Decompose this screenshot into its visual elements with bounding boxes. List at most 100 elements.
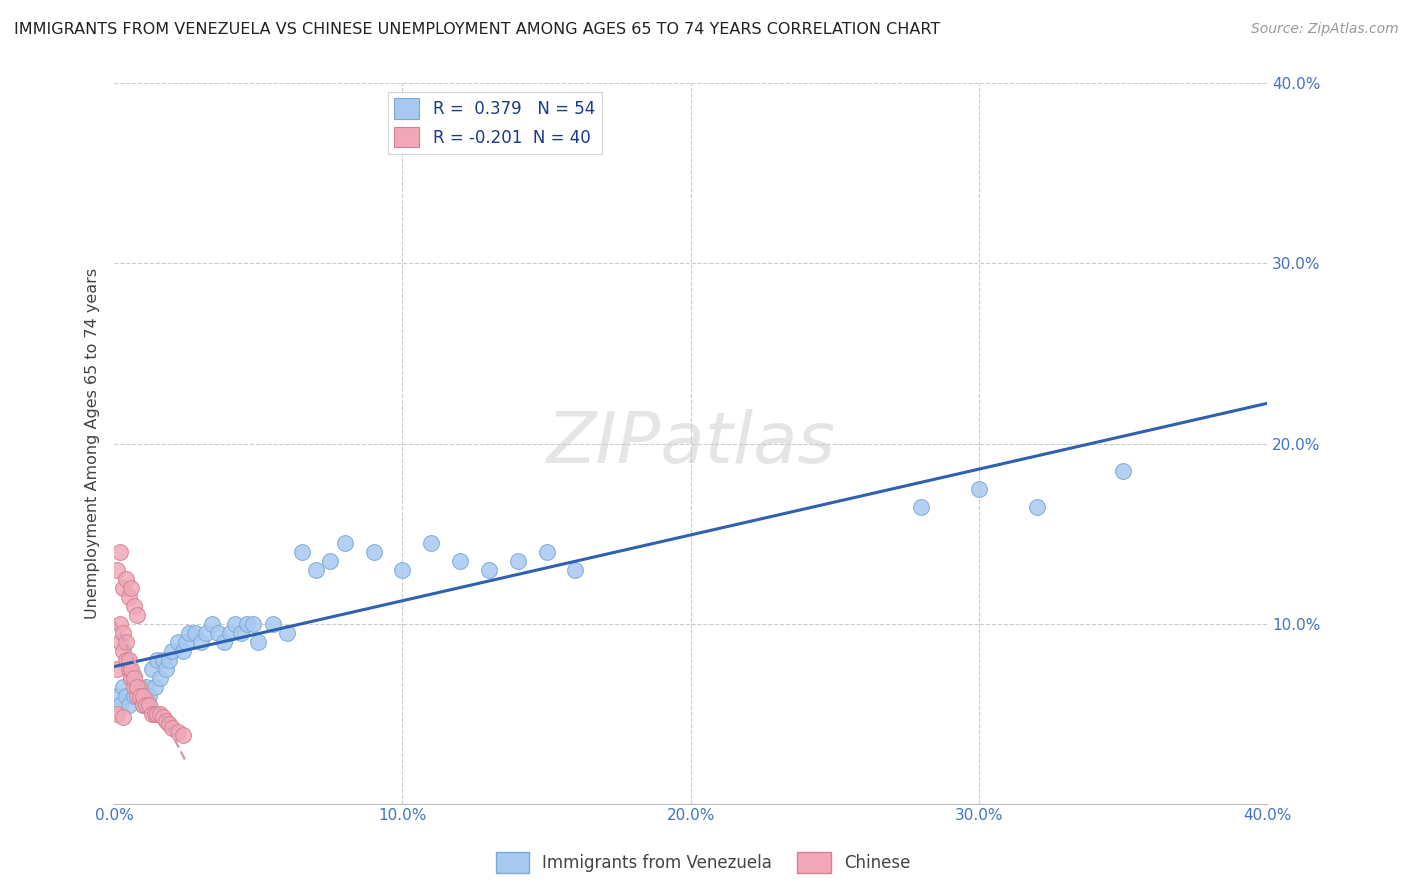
Point bbox=[143, 706, 166, 721]
Point bbox=[114, 689, 136, 703]
Point bbox=[212, 634, 235, 648]
Point bbox=[135, 680, 157, 694]
Point bbox=[111, 643, 134, 657]
Legend: R =  0.379   N = 54, R = -0.201  N = 40: R = 0.379 N = 54, R = -0.201 N = 40 bbox=[388, 92, 602, 154]
Point bbox=[127, 607, 149, 622]
Point bbox=[1112, 464, 1135, 478]
Text: ZIPatlas: ZIPatlas bbox=[547, 409, 835, 478]
Point bbox=[506, 553, 529, 567]
Point bbox=[172, 728, 194, 742]
Point bbox=[910, 500, 932, 514]
Point bbox=[195, 625, 218, 640]
Point bbox=[333, 535, 356, 549]
Point bbox=[536, 544, 558, 558]
Point bbox=[146, 706, 169, 721]
Point bbox=[117, 662, 139, 676]
Point bbox=[105, 706, 128, 721]
Point bbox=[478, 563, 501, 577]
Point bbox=[160, 643, 183, 657]
Point bbox=[262, 616, 284, 631]
Point bbox=[149, 706, 172, 721]
Point bbox=[132, 689, 155, 703]
Point bbox=[108, 616, 131, 631]
Point bbox=[105, 662, 128, 676]
Point bbox=[124, 680, 146, 694]
Point bbox=[121, 662, 143, 676]
Point bbox=[117, 652, 139, 666]
Y-axis label: Unemployment Among Ages 65 to 74 years: Unemployment Among Ages 65 to 74 years bbox=[86, 268, 100, 619]
Text: Source: ZipAtlas.com: Source: ZipAtlas.com bbox=[1251, 22, 1399, 37]
Point bbox=[190, 634, 212, 648]
Legend: Immigrants from Venezuela, Chinese: Immigrants from Venezuela, Chinese bbox=[489, 846, 917, 880]
Point bbox=[290, 544, 312, 558]
Point bbox=[146, 652, 169, 666]
Point bbox=[111, 625, 134, 640]
Point bbox=[105, 689, 128, 703]
Point bbox=[247, 634, 270, 648]
Point bbox=[121, 581, 143, 595]
Point bbox=[129, 689, 152, 703]
Point bbox=[138, 689, 160, 703]
Point bbox=[276, 625, 298, 640]
Point bbox=[179, 625, 201, 640]
Point bbox=[127, 680, 149, 694]
Point bbox=[319, 553, 342, 567]
Point bbox=[143, 680, 166, 694]
Point bbox=[363, 544, 385, 558]
Point bbox=[391, 563, 413, 577]
Point bbox=[141, 662, 163, 676]
Point bbox=[111, 581, 134, 595]
Point bbox=[201, 616, 224, 631]
Point bbox=[132, 698, 155, 712]
Point bbox=[229, 625, 252, 640]
Point bbox=[155, 714, 177, 728]
Point bbox=[160, 721, 183, 735]
Point bbox=[207, 625, 229, 640]
Point bbox=[105, 563, 128, 577]
Point bbox=[127, 680, 149, 694]
Point bbox=[152, 652, 174, 666]
Point bbox=[114, 634, 136, 648]
Point bbox=[108, 544, 131, 558]
Point bbox=[114, 572, 136, 586]
Point bbox=[108, 634, 131, 648]
Point bbox=[152, 710, 174, 724]
Point bbox=[121, 671, 143, 685]
Point bbox=[1025, 500, 1047, 514]
Point bbox=[108, 698, 131, 712]
Point bbox=[132, 698, 155, 712]
Text: IMMIGRANTS FROM VENEZUELA VS CHINESE UNEMPLOYMENT AMONG AGES 65 TO 74 YEARS CORR: IMMIGRANTS FROM VENEZUELA VS CHINESE UNE… bbox=[14, 22, 941, 37]
Point bbox=[138, 698, 160, 712]
Point bbox=[305, 563, 328, 577]
Point bbox=[127, 689, 149, 703]
Point bbox=[218, 625, 240, 640]
Point bbox=[172, 643, 194, 657]
Point bbox=[420, 535, 443, 549]
Point bbox=[242, 616, 264, 631]
Point bbox=[224, 616, 246, 631]
Point bbox=[114, 652, 136, 666]
Point bbox=[149, 671, 172, 685]
Point bbox=[157, 652, 180, 666]
Point bbox=[166, 724, 188, 739]
Point bbox=[117, 590, 139, 604]
Point bbox=[174, 634, 197, 648]
Point bbox=[967, 482, 990, 496]
Point bbox=[124, 599, 146, 613]
Point bbox=[111, 680, 134, 694]
Point bbox=[236, 616, 259, 631]
Point bbox=[564, 563, 586, 577]
Point bbox=[141, 706, 163, 721]
Point bbox=[157, 717, 180, 731]
Point bbox=[124, 671, 146, 685]
Point bbox=[129, 689, 152, 703]
Point bbox=[121, 671, 143, 685]
Point bbox=[449, 553, 471, 567]
Point bbox=[111, 710, 134, 724]
Point bbox=[184, 625, 207, 640]
Point bbox=[155, 662, 177, 676]
Point bbox=[124, 689, 146, 703]
Point bbox=[135, 698, 157, 712]
Point bbox=[117, 698, 139, 712]
Point bbox=[166, 634, 188, 648]
